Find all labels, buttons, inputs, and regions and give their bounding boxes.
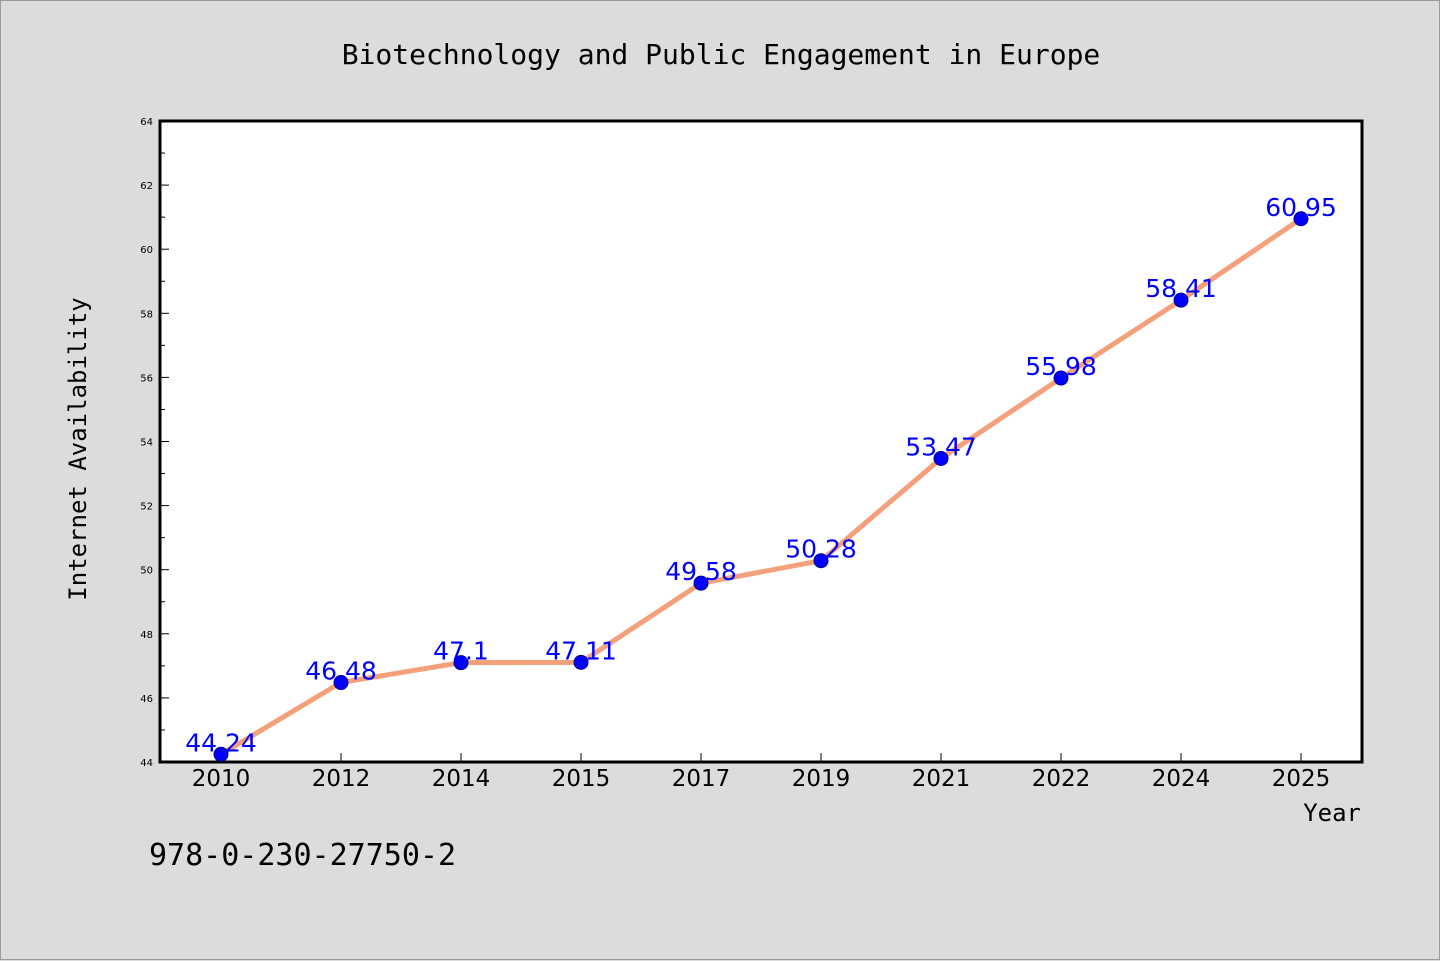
data-label: 46.48 bbox=[305, 657, 377, 686]
data-point bbox=[1293, 211, 1309, 227]
x-axis-label: Year bbox=[1303, 799, 1361, 827]
data-labels: 44.24 46.48 47.1 47.11 49.58 50.28 53.47 55.98 5… bbox=[185, 193, 1337, 758]
y-tick-label: 58 bbox=[140, 309, 153, 320]
y-tick-label: 56 bbox=[140, 373, 153, 384]
y-tick-label: 46 bbox=[140, 694, 153, 705]
data-label: 47.1 bbox=[433, 637, 489, 666]
data-label: 44.24 bbox=[185, 728, 257, 757]
y-tick-label: 44 bbox=[140, 758, 153, 769]
chart-title: Biotechnology and Public Engagement in E… bbox=[342, 38, 1101, 71]
data-label: 50.28 bbox=[785, 535, 857, 564]
data-point bbox=[933, 450, 949, 466]
x-tick-label: 2019 bbox=[792, 766, 851, 792]
data-point bbox=[1173, 292, 1189, 308]
x-tick-label: 2025 bbox=[1272, 766, 1331, 792]
y-tick-label: 50 bbox=[140, 566, 153, 577]
plot-area bbox=[158, 119, 1364, 764]
footer-isbn: 978-0-230-27750-2 bbox=[149, 838, 456, 873]
y-tick-label: 64 bbox=[140, 117, 153, 128]
y-axis: 44 46 48 50 52 54 56 58 60 62 64 bbox=[140, 117, 169, 769]
data-point bbox=[213, 746, 229, 762]
data-point bbox=[333, 675, 349, 691]
data-point bbox=[1053, 370, 1069, 386]
y-tick-label: 62 bbox=[140, 181, 153, 192]
x-tick-label: 2021 bbox=[912, 766, 971, 792]
y-tick-label: 52 bbox=[140, 502, 153, 513]
y-tick-label: 48 bbox=[140, 630, 153, 641]
x-tick-label: 2010 bbox=[192, 766, 251, 792]
x-tick-label: 2015 bbox=[552, 766, 611, 792]
series-markers bbox=[213, 211, 1309, 762]
data-label: 49.58 bbox=[665, 557, 737, 586]
data-point bbox=[453, 655, 469, 671]
y-tick-label: 60 bbox=[140, 245, 153, 256]
data-label: 55.98 bbox=[1025, 352, 1097, 381]
x-axis: 2010 2012 2014 2015 2017 2019 2021 2022 2024 2025 bbox=[192, 753, 1331, 792]
x-tick-label: 2012 bbox=[312, 766, 371, 792]
x-tick-label: 2017 bbox=[672, 766, 731, 792]
x-tick-label: 2022 bbox=[1032, 766, 1091, 792]
data-point bbox=[573, 654, 589, 670]
data-label: 58.41 bbox=[1145, 274, 1217, 303]
x-tick-label: 2014 bbox=[432, 766, 491, 792]
x-tick-label: 2024 bbox=[1152, 766, 1211, 792]
y-axis-label: Internet Availability bbox=[64, 297, 92, 600]
data-label: 53.47 bbox=[905, 432, 977, 461]
data-label: 47.11 bbox=[545, 636, 617, 665]
data-point bbox=[813, 553, 829, 569]
y-tick-label: 54 bbox=[140, 438, 153, 449]
series-line bbox=[219, 216, 1303, 757]
data-label: 60.95 bbox=[1265, 193, 1337, 222]
data-point bbox=[693, 575, 709, 591]
